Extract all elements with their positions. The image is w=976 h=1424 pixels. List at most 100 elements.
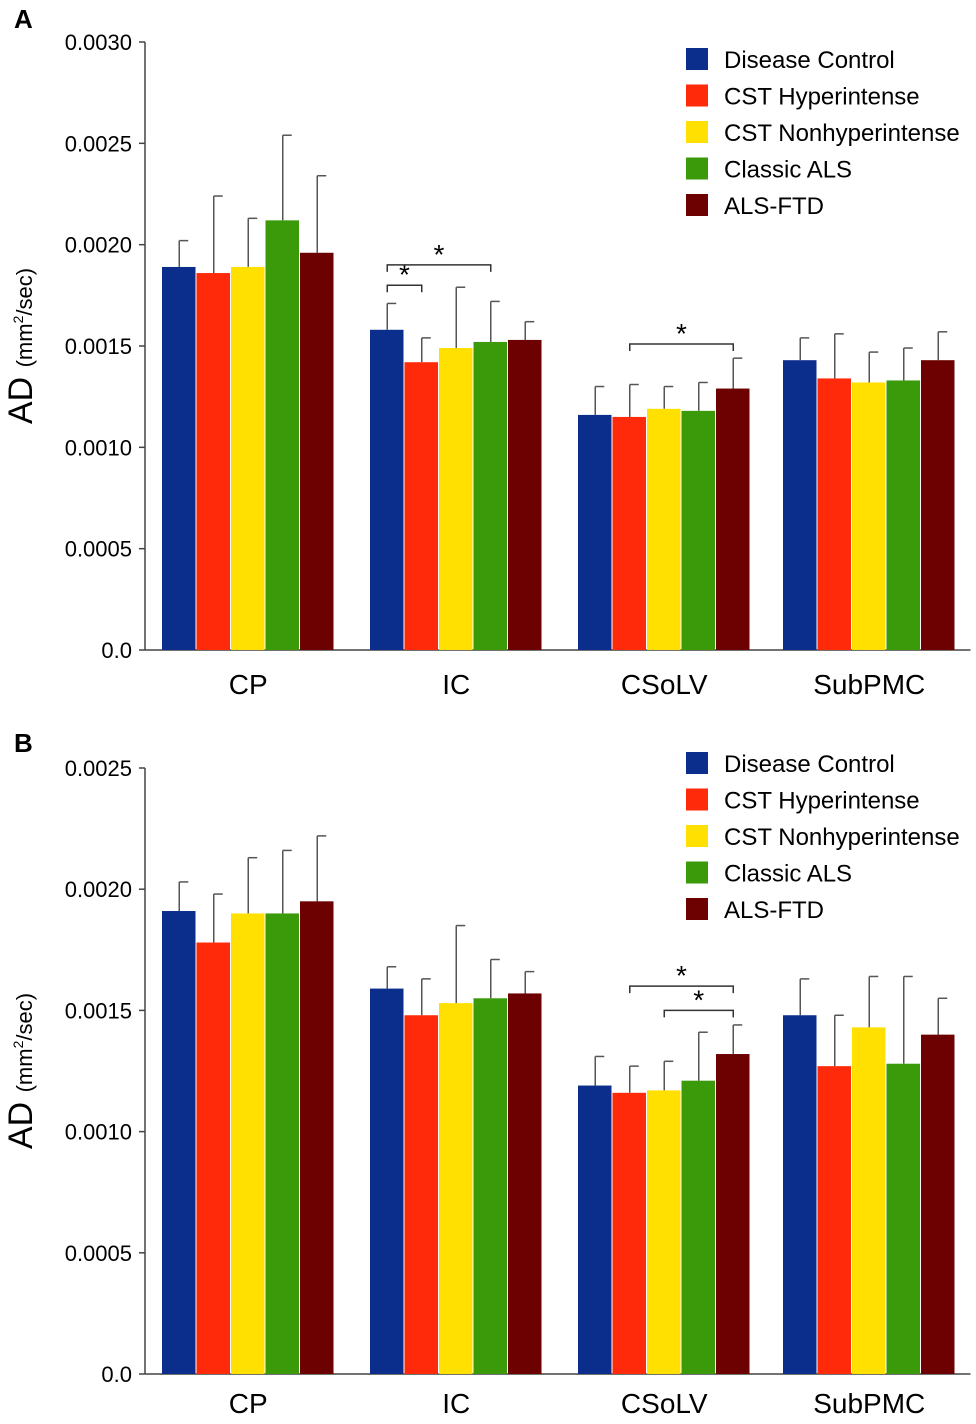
bar	[162, 911, 196, 1374]
bar	[300, 901, 334, 1374]
bar	[886, 380, 920, 650]
y-tick-label: 0.0030	[65, 30, 132, 55]
bar	[817, 378, 851, 650]
bar	[716, 388, 750, 650]
bar	[681, 410, 715, 650]
significance-bracket	[629, 985, 734, 994]
significance-marker: *	[676, 960, 687, 991]
significance-marker: *	[434, 239, 445, 270]
x-category-label: CP	[229, 1388, 268, 1419]
legend-swatch	[686, 898, 708, 920]
bar	[231, 913, 265, 1374]
bar	[817, 1066, 851, 1374]
legend-swatch	[686, 157, 708, 180]
bar	[852, 382, 886, 650]
bar	[370, 329, 404, 650]
y-axis-label-unit: (mm	[12, 323, 37, 367]
y-axis-label: AD (mm2/sec)	[2, 993, 40, 1149]
significance-bracket	[386, 264, 492, 272]
legend-label: CST Hyperintense	[724, 84, 920, 111]
bar	[681, 1080, 715, 1374]
bar	[231, 266, 265, 650]
legend-label: CST Nonhyperintense	[724, 120, 960, 147]
bar	[473, 998, 507, 1374]
x-category-label: CP	[229, 669, 268, 700]
bar	[783, 360, 817, 650]
panel-b: B 0.0 0.0005 0.0010 0.0015 0.0020 0.0025 AD (mm…	[2, 728, 971, 1419]
x-category-label: CSoLV	[621, 1388, 708, 1419]
y-axis-label-unit-suffix: /sec)	[12, 993, 37, 1041]
bar	[783, 1015, 817, 1374]
bar	[196, 273, 230, 650]
y-tick-label: 0.0005	[65, 537, 132, 562]
y-tick-label: 0.0010	[65, 1120, 132, 1145]
y-axis-label-unit-suffix: /sec)	[12, 268, 37, 316]
legend-swatch	[686, 84, 708, 107]
legend-label: Disease Control	[724, 751, 895, 778]
y-axis-label-main: AD	[2, 367, 40, 424]
x-category-label: IC	[442, 1388, 470, 1419]
legend-label: Classic ALS	[724, 157, 852, 184]
x-category-label: CSoLV	[621, 669, 708, 700]
panel-label: A	[14, 4, 33, 34]
significance-bracket	[629, 343, 734, 351]
y-axis-label-main: AD	[2, 1092, 40, 1149]
bar	[265, 913, 299, 1374]
bar	[612, 1092, 646, 1374]
legend-label: CST Nonhyperintense	[724, 824, 960, 851]
bar	[404, 1015, 438, 1374]
bar	[300, 252, 334, 651]
legend-swatch	[686, 121, 708, 143]
significance-bracket	[386, 284, 423, 293]
panel-label: B	[14, 728, 33, 758]
bar	[473, 341, 507, 650]
bar	[716, 1054, 750, 1374]
bar	[852, 1027, 886, 1374]
bar	[921, 360, 955, 650]
bar	[578, 1085, 612, 1374]
y-axis-label-sup: 2	[10, 315, 26, 323]
x-category-label: SubPMC	[813, 669, 925, 700]
y-tick-label: 0.0015	[65, 334, 132, 359]
legend-label: ALS-FTD	[724, 897, 824, 924]
legend-swatch	[686, 752, 708, 774]
y-tick-label: 0.0010	[65, 435, 132, 460]
y-tick-label: 0.0	[101, 638, 132, 663]
y-axis-label-sup: 2	[10, 1040, 26, 1048]
bar	[578, 414, 612, 650]
legend-swatch	[686, 48, 708, 70]
panel-a: A 0.0 0.0005 0.0010 0.0015 0.0020 0.0025 0.0030…	[2, 4, 971, 700]
bar	[196, 942, 230, 1374]
bar	[404, 362, 438, 650]
legend-swatch	[686, 861, 708, 884]
significance-marker: *	[676, 318, 687, 349]
y-tick-label: 0.0020	[65, 233, 132, 258]
y-tick-label: 0.0	[101, 1362, 132, 1387]
legend-swatch	[686, 194, 708, 216]
legend-label: CST Hyperintense	[724, 788, 920, 815]
significance-marker: *	[399, 259, 410, 290]
bar	[647, 408, 681, 650]
significance-marker: *	[693, 984, 704, 1015]
y-axis-label-unit: (mm	[12, 1048, 37, 1092]
legend-label: Disease Control	[724, 47, 895, 74]
legend-label: Classic ALS	[724, 861, 852, 888]
bar	[612, 416, 646, 650]
y-tick-label: 0.0025	[65, 131, 132, 156]
y-tick-label: 0.0015	[65, 998, 132, 1023]
legend-swatch	[686, 788, 708, 811]
legend-swatch	[686, 825, 708, 847]
bar	[370, 988, 404, 1374]
significance-bracket	[663, 1009, 734, 1018]
bar	[886, 1063, 920, 1374]
bar	[162, 266, 196, 650]
y-tick-label: 0.0005	[65, 1241, 132, 1266]
x-category-label: SubPMC	[813, 1388, 925, 1419]
y-axis-label: AD (mm2/sec)	[2, 268, 40, 424]
y-tick-label: 0.0020	[65, 877, 132, 902]
y-tick-label: 0.0025	[65, 756, 132, 781]
bar	[265, 220, 299, 650]
bar	[508, 339, 542, 650]
